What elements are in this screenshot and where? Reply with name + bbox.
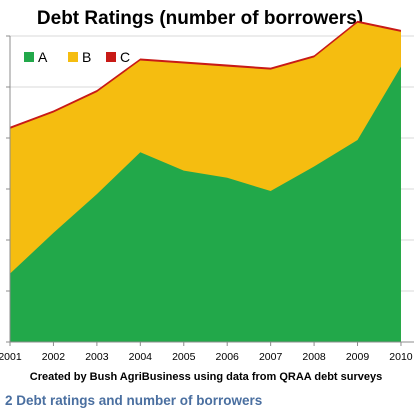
x-tick-label-2001: 2001 xyxy=(0,351,22,363)
x-tick-label-2010: 2010 xyxy=(389,351,413,363)
legend-swatch-c xyxy=(106,52,116,62)
x-tick-label-2006: 2006 xyxy=(216,351,240,363)
legend-label-b: B xyxy=(82,49,91,65)
area-series-a xyxy=(10,66,401,342)
chart-credit: Created by Bush AgriBusiness using data … xyxy=(30,371,382,383)
legend: A B C xyxy=(24,49,130,65)
legend-label-c: C xyxy=(120,49,130,65)
figure-caption: 2 Debt ratings and number of borrowers xyxy=(5,393,263,408)
x-tick-label-2005: 2005 xyxy=(172,351,196,363)
chart-figure: Debt Ratings (number of borrowers) 2001 2… xyxy=(0,8,414,383)
x-tick-label-2007: 2007 xyxy=(259,351,283,363)
x-tick-label-2002: 2002 xyxy=(42,351,66,363)
chart-title: Debt Ratings (number of borrowers) xyxy=(37,8,363,29)
x-tick-label-2009: 2009 xyxy=(346,351,370,363)
area-layers xyxy=(10,20,401,343)
chart-svg: Debt Ratings (number of borrowers) 2001 2… xyxy=(0,8,414,383)
legend-swatch-a xyxy=(24,52,34,62)
x-tick-label-2008: 2008 xyxy=(302,351,326,363)
x-axis-ticks: 2001 2002 2003 2004 2005 2006 2007 2008 2009 2010 xyxy=(0,35,414,363)
legend-swatch-b xyxy=(68,52,78,62)
x-tick-label-2004: 2004 xyxy=(129,351,153,363)
legend-label-a: A xyxy=(38,49,48,65)
x-tick-label-2003: 2003 xyxy=(85,351,109,363)
